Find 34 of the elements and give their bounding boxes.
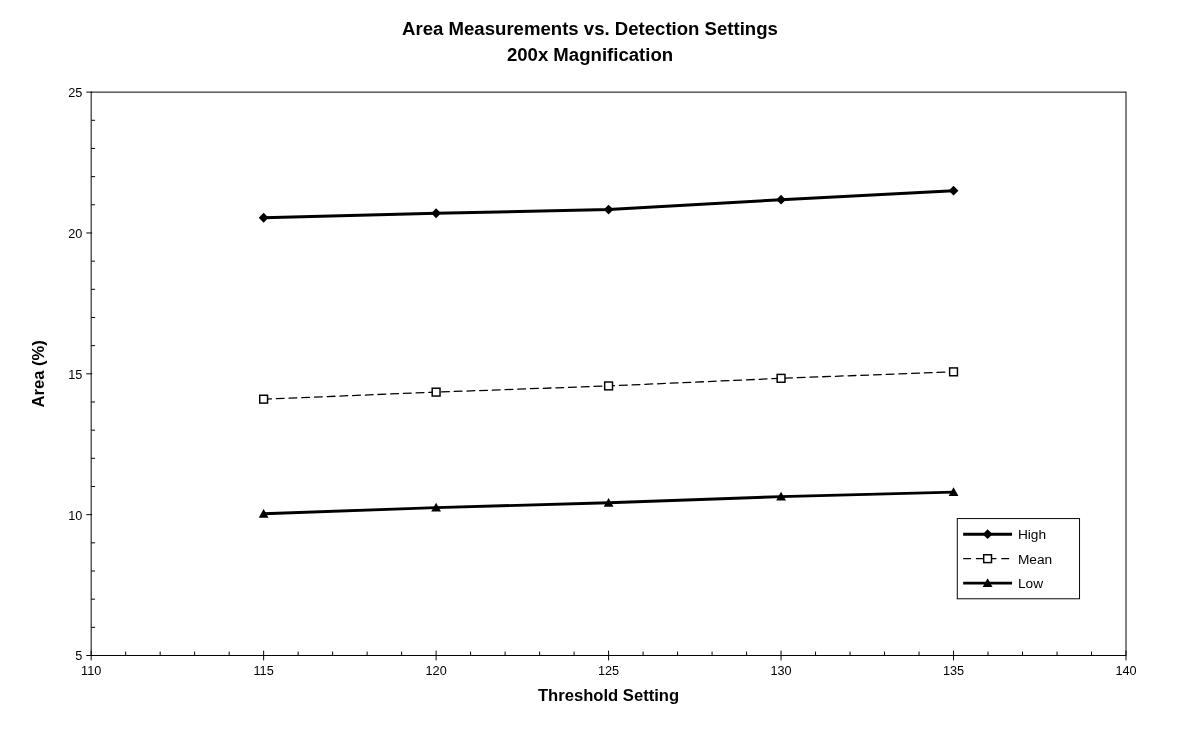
x-tick-label: 125 xyxy=(597,663,620,679)
point xyxy=(948,185,959,196)
point xyxy=(431,502,441,512)
x-tick-label: 130 xyxy=(770,663,792,679)
y-tick-label: 25 xyxy=(68,85,83,101)
point xyxy=(431,387,441,397)
y-tick-label: 10 xyxy=(68,507,83,523)
point xyxy=(603,381,614,391)
point xyxy=(776,194,786,205)
point xyxy=(948,367,959,377)
legend-label: Mean xyxy=(1017,551,1053,567)
x-tick-label: 115 xyxy=(253,663,274,679)
legend-label: High xyxy=(1017,527,1047,543)
point xyxy=(603,497,614,507)
point xyxy=(258,508,269,518)
point xyxy=(258,212,269,223)
chart-subtitle: 200x Magnification xyxy=(506,43,674,65)
x-tick-label: 140 xyxy=(1115,663,1137,679)
x-tick-label: 135 xyxy=(942,663,965,679)
y-tick-label: 5 xyxy=(75,648,83,664)
y-tick-label: 15 xyxy=(68,366,83,382)
x-tick-label: 120 xyxy=(425,663,447,679)
legend-label: Low xyxy=(1017,576,1044,592)
chart-title: Area Measurements vs. Detection Settings xyxy=(402,18,778,40)
x-tick-label: 110 xyxy=(81,663,102,679)
point xyxy=(258,394,269,404)
point xyxy=(603,204,614,215)
x-axis-title: Threshold Setting xyxy=(537,686,680,706)
point xyxy=(431,208,441,219)
y-axis-title: Area (%) xyxy=(29,340,49,408)
point xyxy=(776,373,786,383)
point xyxy=(948,487,959,497)
y-tick-label: 20 xyxy=(68,225,83,241)
point xyxy=(776,491,786,501)
